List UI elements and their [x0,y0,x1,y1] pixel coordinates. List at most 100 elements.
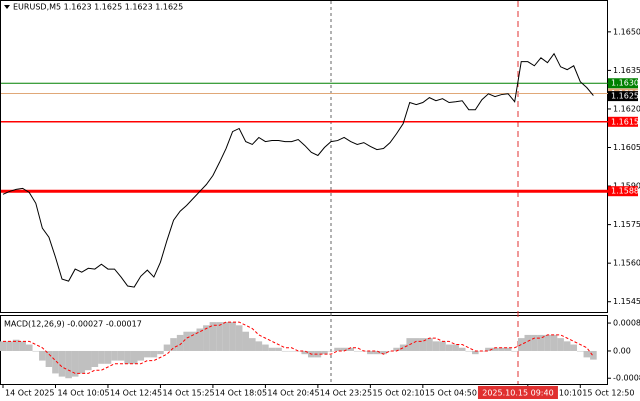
macd-bar [452,344,459,351]
macd-bar [288,350,295,352]
macd-bar [353,350,361,352]
level-label: 1.1630 [611,79,639,88]
macd-bar [511,350,518,352]
macd-bar [498,347,505,351]
macd-bar [117,350,125,361]
macd-bar [52,350,59,374]
x-tick-label: 15 Oct 12:50 [582,389,634,398]
macd-bar [262,344,269,351]
macd-bar [570,344,578,351]
macd-bar [557,338,564,351]
macd-bar [465,350,473,352]
macd-bar [183,331,190,351]
x-tick-label: 14 Oct 20:45 [267,389,319,398]
macd-bar [314,350,322,358]
macd-bar [111,350,118,361]
level-label: 1.1615 [611,117,639,126]
macd-bar [222,322,230,351]
macd-bar [45,350,53,367]
macd-bar [157,350,164,355]
chart-title: EURUSD,M5 1.1623 1.1625 1.1623 1.1625 [13,3,183,12]
price-line [2,52,594,288]
macd-bar [524,334,532,351]
macd-bar [380,350,387,355]
macd-bar [301,350,309,355]
y-tick-label: -0.00085 [613,374,640,383]
macd-bar [281,350,289,352]
macd-bar [583,350,591,358]
macd-bar [91,350,99,367]
macd-bar [386,350,394,352]
macd-bar [248,338,256,351]
main-pane-frame [0,0,608,313]
macd-bar [340,347,348,351]
macd-bar [216,322,223,351]
level-label-bg [608,91,638,102]
macd-bar [550,334,558,351]
macd-title: MACD(12,26,9) -0.00027 -0.00017 [4,320,142,329]
y-tick-label: 1.1620 [613,104,640,113]
macd-bar [39,350,46,361]
macd-bar [130,350,138,364]
macd-bar [426,338,433,351]
macd-bar [78,350,86,374]
macd-bar [19,341,26,351]
y-tick-label: 1.1590 [613,182,640,191]
macd-bar [65,350,72,379]
y-tick-label: 1.1545 [613,297,640,306]
macd-bar [458,347,466,351]
macd-bar [327,350,335,352]
macd-bar [176,334,184,351]
level-label: 1.1625 [611,92,639,101]
macd-bar [537,334,545,351]
macd-bar [150,350,158,358]
y-tick-label: 0.00 [613,346,631,355]
macd-bar [84,350,92,371]
y-tick-label: 0.00087 [613,319,640,328]
macd-bar [347,347,354,351]
level-label: 1.1588 [611,187,639,196]
macd-bar [472,350,479,355]
macd-bar [58,350,66,377]
y-tick-label: 1.1605 [613,143,640,152]
time-marker-label: 2025.10.15 09:40 [482,389,553,398]
macd-bar [229,322,236,351]
x-tick-label: 14 Oct 2025 [5,389,54,398]
macd-bar [209,322,217,351]
macd-bar [367,350,374,355]
level-label-bg [608,116,638,127]
x-tick-label: 14 Oct 12:45 [110,389,162,398]
macd-bar [104,350,112,364]
macd-bar [321,350,328,355]
x-tick-label: 14 Oct 15:25 [162,389,214,398]
macd-bar [491,347,499,351]
macd-bar [412,338,420,351]
macd-bar [170,338,177,351]
x-tick-label: 14 Oct 10:05 [57,389,109,398]
y-tick-label: 1.1635 [613,66,640,75]
macd-bar [373,350,381,355]
macd-bar [439,341,446,351]
macd-bar [137,350,145,361]
macd-bar [235,325,243,351]
macd-bar [432,341,440,351]
macd-bar [12,339,20,351]
y-tick-label: 1.1575 [613,220,640,229]
macd-bar [144,350,151,358]
macd-bar [71,350,79,377]
macd-bar [98,350,105,364]
level-label-bg [608,78,638,89]
collapse-icon [4,5,10,9]
macd-bar [576,350,584,352]
macd-bar [189,331,197,351]
signal-line [3,321,594,374]
macd-bar [124,350,131,364]
macd-bar [544,334,551,351]
macd-bar [563,341,571,351]
macd-bar [590,350,597,360]
macd-bar [393,347,400,351]
macd-bar [268,347,276,351]
macd-bar [485,347,492,351]
